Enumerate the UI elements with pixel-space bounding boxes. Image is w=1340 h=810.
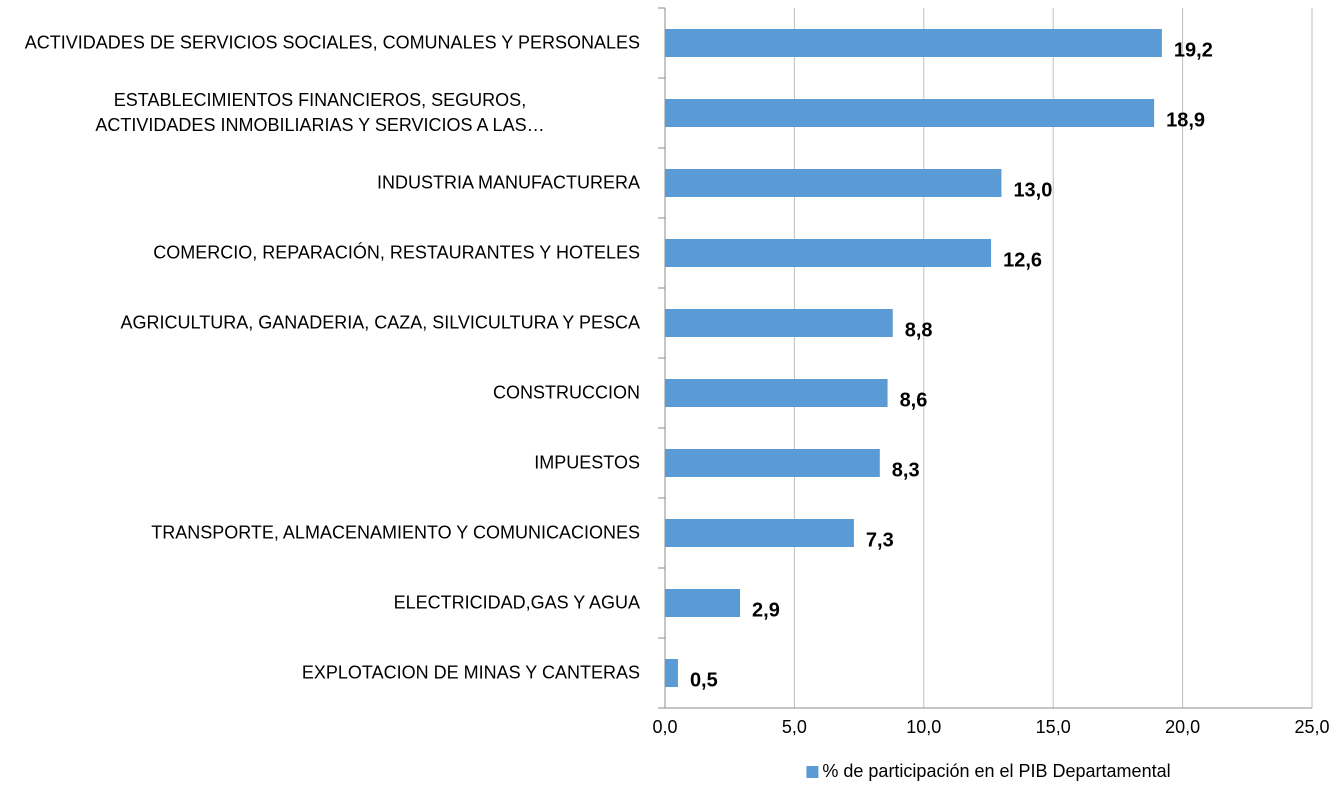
bar xyxy=(665,309,893,337)
x-tick-label: 20,0 xyxy=(1165,717,1200,737)
bar xyxy=(665,29,1162,57)
data-label: 2,9 xyxy=(752,599,780,621)
x-tick-label: 25,0 xyxy=(1294,717,1329,737)
data-label: 19,2 xyxy=(1174,39,1213,61)
data-label: 7,3 xyxy=(866,529,894,551)
data-label: 8,6 xyxy=(900,389,928,411)
data-label: 13,0 xyxy=(1013,179,1052,201)
bar xyxy=(665,589,741,617)
category-label: INDUSTRIA MANUFACTURERA xyxy=(376,172,640,193)
x-tick-label: 0,0 xyxy=(652,717,677,737)
x-tick-label: 10,0 xyxy=(906,717,941,737)
bar xyxy=(665,99,1155,127)
bar xyxy=(665,449,880,477)
category-label: COMERCIO, REPARACIÓN, RESTAURANTES Y HOT… xyxy=(153,242,640,263)
category-label: CONSTRUCCION xyxy=(493,382,640,403)
legend-label: % de participación en el PIB Departament… xyxy=(822,761,1170,781)
bar xyxy=(665,379,888,407)
category-label: IMPUESTOS xyxy=(534,452,640,473)
x-tick-label: 5,0 xyxy=(782,717,807,737)
category-label: ELECTRICIDAD,GAS Y AGUA xyxy=(393,592,640,613)
category-label: AGRICULTURA, GANADERIA, CAZA, SILVICULTU… xyxy=(120,312,640,333)
bar xyxy=(665,239,992,267)
data-label: 8,8 xyxy=(905,319,933,341)
data-label: 0,5 xyxy=(690,669,718,691)
bar xyxy=(665,519,854,547)
x-tick-label: 15,0 xyxy=(1036,717,1071,737)
data-label: 18,9 xyxy=(1166,109,1205,131)
category-label: EXPLOTACION DE MINAS Y CANTERAS xyxy=(301,662,640,683)
bar xyxy=(665,659,678,687)
data-label: 8,3 xyxy=(892,459,920,481)
legend-swatch xyxy=(806,766,819,778)
data-label: 12,6 xyxy=(1003,249,1042,271)
category-label: TRANSPORTE, ALMACENAMIENTO Y COMUNICACIO… xyxy=(151,522,640,543)
category-label: ACTIVIDADES DE SERVICIOS SOCIALES, COMUN… xyxy=(24,32,640,53)
category-label: ESTABLECIMIENTOS FINANCIEROS, SEGUROS, A… xyxy=(95,90,545,135)
bar xyxy=(665,169,1002,197)
